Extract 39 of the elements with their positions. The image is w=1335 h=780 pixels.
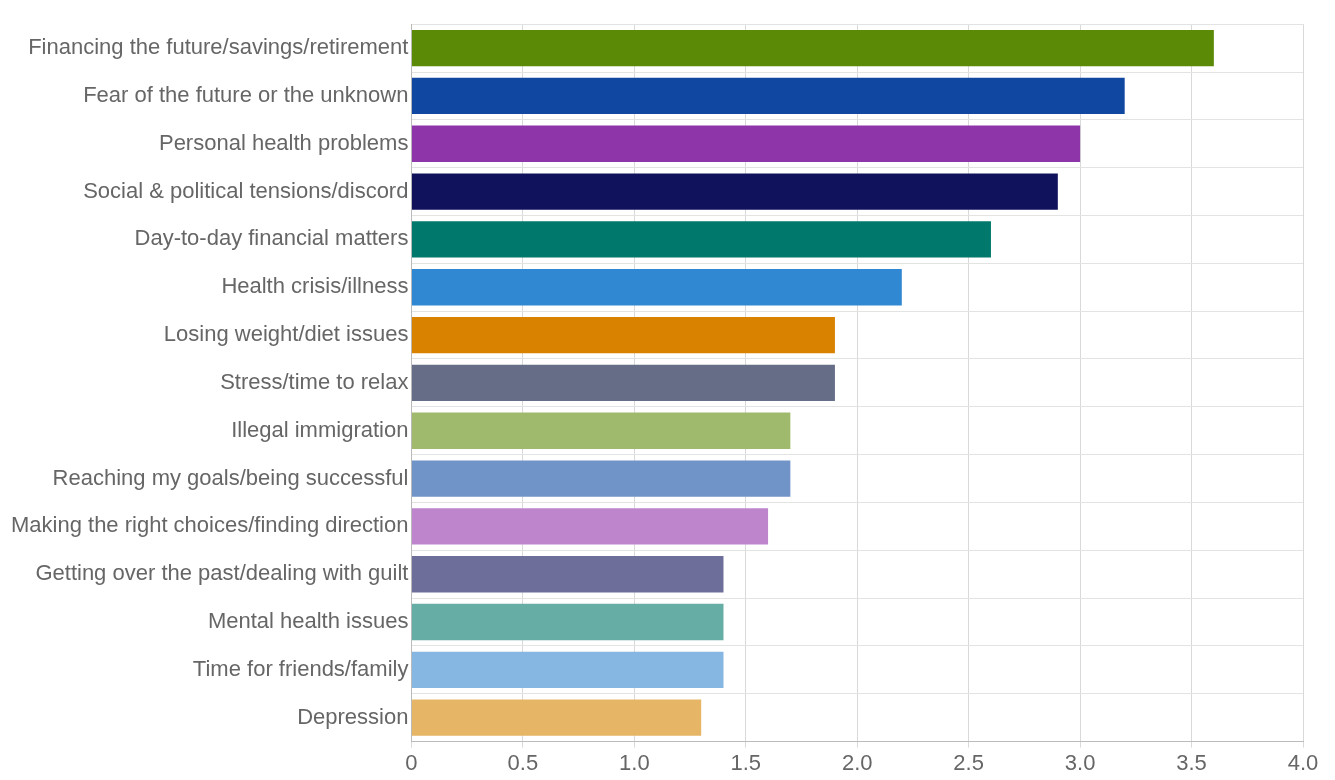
bar	[411, 508, 769, 545]
bar	[411, 29, 1214, 67]
bar	[411, 412, 791, 449]
x-tick-label: 0	[405, 749, 418, 775]
y-tick-label: Getting over the past/dealing with guilt	[35, 560, 409, 586]
y-tick-label: Time for friends/family	[192, 655, 409, 681]
y-tick-label: Losing weight/diet issues	[163, 321, 409, 347]
y-tick-label: Social & political tensions/discord	[83, 177, 409, 203]
bar	[411, 603, 724, 641]
bar	[411, 316, 835, 354]
y-tick-label: Fear of the future or the unknown	[83, 82, 409, 107]
x-tick-label: 3.5	[1176, 749, 1207, 775]
y-tick-label: Health crisis/illness	[221, 273, 409, 299]
x-tick-label: 1.5	[730, 749, 762, 775]
y-tick-label: Making the right choices/finding direction	[10, 512, 409, 538]
y-tick-label: Personal health problems	[158, 129, 409, 155]
x-tick-label: 1.0	[619, 749, 650, 775]
bar	[411, 269, 902, 306]
bar	[411, 460, 791, 497]
bar	[411, 556, 724, 593]
y-tick-label: Mental health issues	[207, 608, 409, 634]
x-tick-label: 0.5	[507, 749, 539, 775]
y-tick-label: Illegal immigration	[231, 416, 409, 442]
bar	[411, 364, 835, 402]
bar	[411, 173, 1058, 210]
x-tick-label: 3.0	[1064, 749, 1096, 775]
x-tick-label: 2.0	[841, 749, 873, 775]
x-tick-label: 4.0	[1287, 749, 1319, 775]
y-tick-label: Stress/time to relax	[220, 368, 409, 394]
bar	[411, 125, 1081, 162]
bar	[411, 77, 1125, 115]
bar	[411, 221, 991, 258]
bar	[411, 651, 724, 689]
y-tick-label: Reaching my goals/being successful	[52, 464, 409, 490]
y-tick-label: Financing the future/savings/retirement	[28, 34, 409, 60]
bar	[411, 699, 702, 736]
y-tick-label: Day-to-day financial matters	[134, 225, 409, 251]
x-tick-label: 2.5	[953, 749, 984, 775]
y-tick-label: Depression	[297, 703, 409, 729]
